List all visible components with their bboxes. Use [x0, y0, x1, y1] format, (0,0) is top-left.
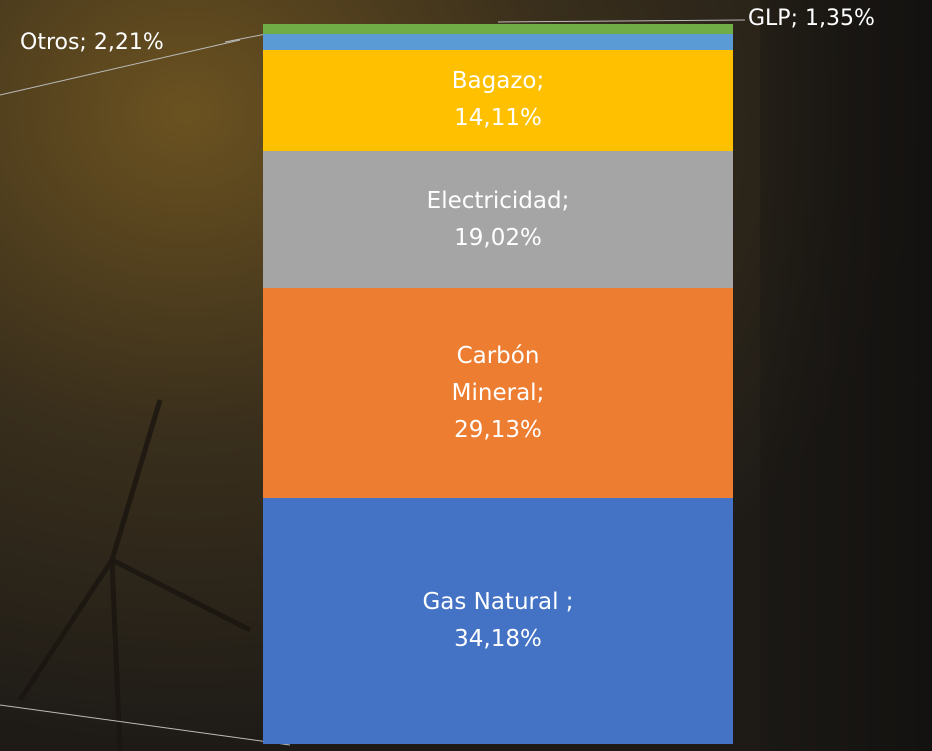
label-part: 19,02% [454, 224, 542, 251]
label-part: Bagazo; [451, 68, 545, 95]
bar-segment [263, 49, 733, 152]
bar-segment [263, 33, 733, 50]
data-label: Gas Natural ; 34,18% [378, 584, 618, 658]
data-label: Bagazo; 14,11% [378, 63, 618, 137]
label-part: 1,35% [804, 6, 875, 31]
label-part: GLP; [748, 6, 798, 31]
data-label: Otros; 2,21% [20, 30, 164, 55]
label-part: Electricidad; [426, 187, 570, 214]
label-part: Carbón Mineral; [451, 342, 545, 406]
data-label: GLP; 1,35% [748, 6, 875, 31]
data-label: Carbón Mineral; 29,13% [433, 338, 563, 449]
bar-segment [263, 24, 733, 34]
background-shade [760, 0, 932, 751]
bar-segment [263, 151, 733, 289]
bar-segment [263, 497, 733, 744]
label-part: 14,11% [454, 105, 542, 132]
label-part: Otros; [20, 30, 87, 55]
label-part: 2,21% [93, 30, 164, 55]
label-part: Gas Natural ; [422, 588, 574, 615]
label-part: 29,13% [454, 416, 542, 443]
label-part: 34,18% [454, 625, 542, 652]
data-label: Electricidad; 19,02% [378, 183, 618, 257]
bar-segment [263, 288, 733, 498]
